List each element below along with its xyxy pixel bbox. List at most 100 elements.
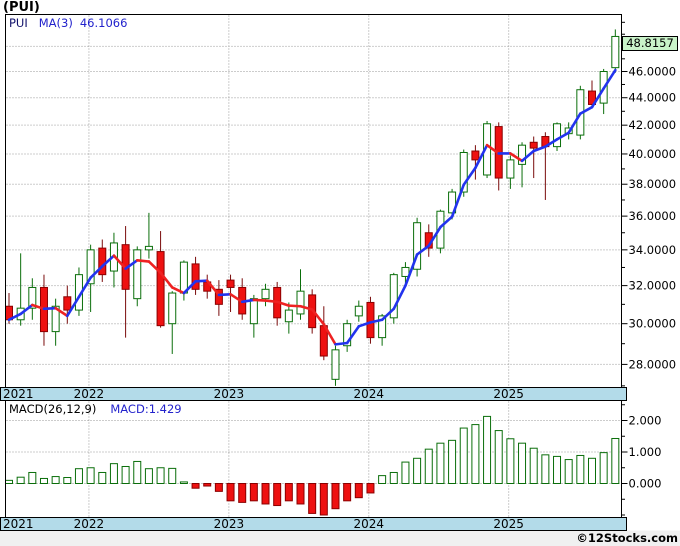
macd-bar-up xyxy=(448,439,457,484)
macd-bar-up xyxy=(378,475,387,484)
price-axis-label: 46.0000 xyxy=(629,65,677,79)
macd-indicator-value: MACD:1.429 xyxy=(110,402,182,416)
year-label: 2023 xyxy=(214,517,245,531)
ma-segment xyxy=(275,300,291,307)
macd-axis-label: 0.000 xyxy=(629,477,662,491)
ma-segment xyxy=(124,259,139,270)
candle-up xyxy=(401,266,410,277)
ma-segment xyxy=(287,304,302,308)
candle-up xyxy=(296,290,305,315)
macd-bar-down xyxy=(191,483,200,489)
ma-segment xyxy=(532,145,547,153)
ma-segment xyxy=(159,271,174,289)
ma-segment xyxy=(205,279,221,297)
candle-up xyxy=(611,35,620,69)
macd-bar-down xyxy=(308,483,317,514)
year-label: 2021 xyxy=(3,387,34,401)
candle-up xyxy=(284,309,293,323)
candle-up xyxy=(413,222,422,270)
macd-bar-down xyxy=(296,483,305,505)
candle-down xyxy=(588,90,596,105)
candle-down xyxy=(214,288,223,305)
ma-indicator-label: MA(3) xyxy=(38,16,73,30)
macd-bar-down xyxy=(331,483,340,510)
ma-segment xyxy=(369,318,384,324)
candle-down xyxy=(366,301,375,339)
price-axis-label: 44.0000 xyxy=(629,91,677,105)
ma-segment xyxy=(19,303,34,316)
macd-bar-up xyxy=(51,476,60,485)
year-label: 2024 xyxy=(353,387,384,401)
ma-segment xyxy=(334,341,349,346)
price-axis-label: 30.0000 xyxy=(629,317,677,331)
candle-up xyxy=(354,305,363,317)
macd-bar-up xyxy=(564,459,573,484)
ma-segment xyxy=(322,323,337,346)
candle-up xyxy=(28,286,37,309)
macd-bar-up xyxy=(541,454,550,484)
macd-bar-down xyxy=(319,483,328,516)
macd-indicator-label: MACD(26,12,9) xyxy=(9,402,97,416)
macd-bar-up xyxy=(506,438,515,484)
ma-segment xyxy=(100,254,116,268)
year-label: 2025 xyxy=(493,387,524,401)
macd-bar-down xyxy=(273,483,282,507)
macd-bar-down xyxy=(343,483,352,502)
ma-segment xyxy=(182,280,197,295)
ma-segment xyxy=(194,279,209,283)
macd-bar-up xyxy=(74,468,83,485)
candle-down xyxy=(98,247,107,276)
candle-up xyxy=(133,249,142,300)
candle-down xyxy=(63,296,72,311)
ma-segment xyxy=(544,138,559,148)
macd-bar-up xyxy=(156,467,165,484)
ma-segment xyxy=(217,292,232,297)
candle-up xyxy=(553,123,562,148)
candlesticks xyxy=(5,29,620,386)
ma-segment xyxy=(392,284,407,311)
ma-segment xyxy=(404,253,419,287)
ma-segment xyxy=(462,166,477,187)
macd-bar-up xyxy=(483,415,492,484)
macd-bar-up xyxy=(576,454,585,484)
macd-bar-up xyxy=(553,455,562,485)
macd-bar-up xyxy=(109,463,118,484)
ma-segment xyxy=(415,244,431,256)
ma-segment xyxy=(345,325,361,345)
ma-segment xyxy=(357,321,372,328)
ma-segment xyxy=(602,68,617,90)
year-label: 2023 xyxy=(214,387,245,401)
ma-segment xyxy=(147,260,162,275)
price-panel-border xyxy=(5,14,622,388)
ma-segment xyxy=(299,304,314,311)
price-axis-label: 38.0000 xyxy=(629,177,677,191)
ma-segment xyxy=(229,292,244,304)
macd-bar-up xyxy=(168,467,177,485)
candle-down xyxy=(191,263,200,290)
ma-segment xyxy=(54,306,69,318)
macd-bar-up xyxy=(389,471,398,485)
candle-up xyxy=(506,159,515,179)
candle-up xyxy=(343,323,352,347)
price-axis-label: 32.0000 xyxy=(629,279,677,293)
macd-bar-up xyxy=(86,467,95,484)
ma-segment xyxy=(310,308,326,326)
candle-up xyxy=(261,288,270,300)
ma-segment xyxy=(590,87,605,109)
chart-title: (PUI) xyxy=(3,0,40,15)
year-label: 2022 xyxy=(74,517,105,531)
year-label: 2025 xyxy=(493,517,524,531)
ma-segment xyxy=(66,295,81,318)
macd-bar-down xyxy=(214,483,223,492)
macd-bar-up xyxy=(518,442,527,484)
candle-up xyxy=(86,249,95,285)
price-panel-legend: PUI MA(3) 46.1066 xyxy=(9,16,127,30)
axis-ticks xyxy=(621,21,628,516)
macd-axis-label: 2.000 xyxy=(629,414,662,428)
macd-bar-up xyxy=(599,452,608,485)
ma-line xyxy=(7,68,617,346)
macd-bar-up xyxy=(39,477,48,484)
macd-bar-down xyxy=(238,483,247,503)
candle-up xyxy=(51,305,60,333)
macd-axis-label: 1.000 xyxy=(629,445,662,459)
